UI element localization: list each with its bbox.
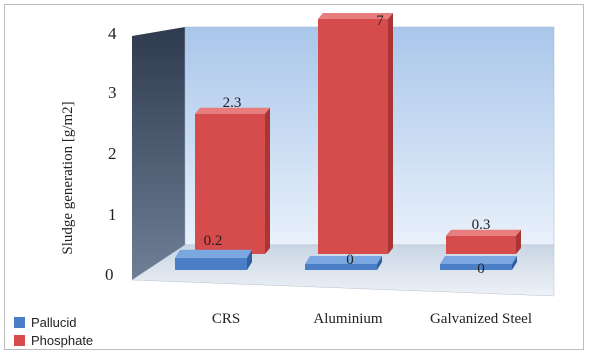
chart-side-wall xyxy=(132,27,185,280)
bar-phosphate-galvanized-steel xyxy=(446,235,516,254)
legend-item-pallucid: Pallucid xyxy=(14,313,93,331)
data-label-phosphate-galvanized-steel: 0.3 xyxy=(472,217,491,233)
bar-top-phosphate-galvanized-steel xyxy=(446,229,521,236)
legend-swatch-phosphate xyxy=(14,334,25,346)
data-label-phosphate-crs: 2.3 xyxy=(223,95,242,111)
bar-top-phosphate-aluminium xyxy=(318,13,393,19)
bar-pallucid-aluminium xyxy=(305,264,377,270)
bar-top-pallucid-aluminium xyxy=(305,256,382,264)
y-tick-4: 4 xyxy=(108,24,117,43)
legend-label-phosphate: Phosphate xyxy=(31,332,94,348)
data-label-pallucid-crs: 0.2 xyxy=(204,233,223,249)
bar-phosphate-crs xyxy=(195,113,265,254)
bar-top-pallucid-crs xyxy=(175,249,252,258)
bar-pallucid-galvanized-steel xyxy=(440,264,512,270)
category-label-galvanized-steel: Galvanized Steel xyxy=(430,311,532,327)
bar-side-phosphate-crs xyxy=(265,107,270,254)
bar-side-phosphate-galvanized-steel xyxy=(516,229,521,254)
y-tick-3: 3 xyxy=(108,83,117,102)
bar-side-phosphate-aluminium xyxy=(388,13,393,254)
y-tick-2: 2 xyxy=(108,144,117,163)
data-label-pallucid-aluminium: 0 xyxy=(346,252,354,268)
bars-group xyxy=(175,13,521,270)
y-tick-0: 0 xyxy=(105,265,114,284)
data-label-pallucid-galvanized-steel: 0 xyxy=(477,261,485,277)
category-label-aluminium: Aluminium xyxy=(313,311,383,327)
legend-label-pallucid: Pallucid xyxy=(31,314,77,330)
bar-side-pallucid-aluminium xyxy=(377,256,382,270)
bar-top-pallucid-galvanized-steel xyxy=(440,256,517,264)
bar-top-phosphate-crs xyxy=(195,107,270,114)
category-label-crs: CRS xyxy=(212,311,240,327)
legend-swatch-pallucid xyxy=(14,316,25,328)
data-label-phosphate-aluminium: 7 xyxy=(376,13,384,29)
y-tick-1: 1 xyxy=(108,205,117,224)
bar-side-pallucid-crs xyxy=(247,249,252,270)
legend-item-phosphate: Phosphate xyxy=(14,331,93,349)
bar-pallucid-crs xyxy=(175,257,247,270)
bar-phosphate-aluminium xyxy=(318,19,388,254)
y-axis-label: Sludge generation [g/m2] xyxy=(60,101,76,254)
chart-frame xyxy=(4,4,584,350)
legend: Pallucid Phosphate xyxy=(14,313,93,349)
bar-side-pallucid-galvanized-steel xyxy=(512,256,517,270)
